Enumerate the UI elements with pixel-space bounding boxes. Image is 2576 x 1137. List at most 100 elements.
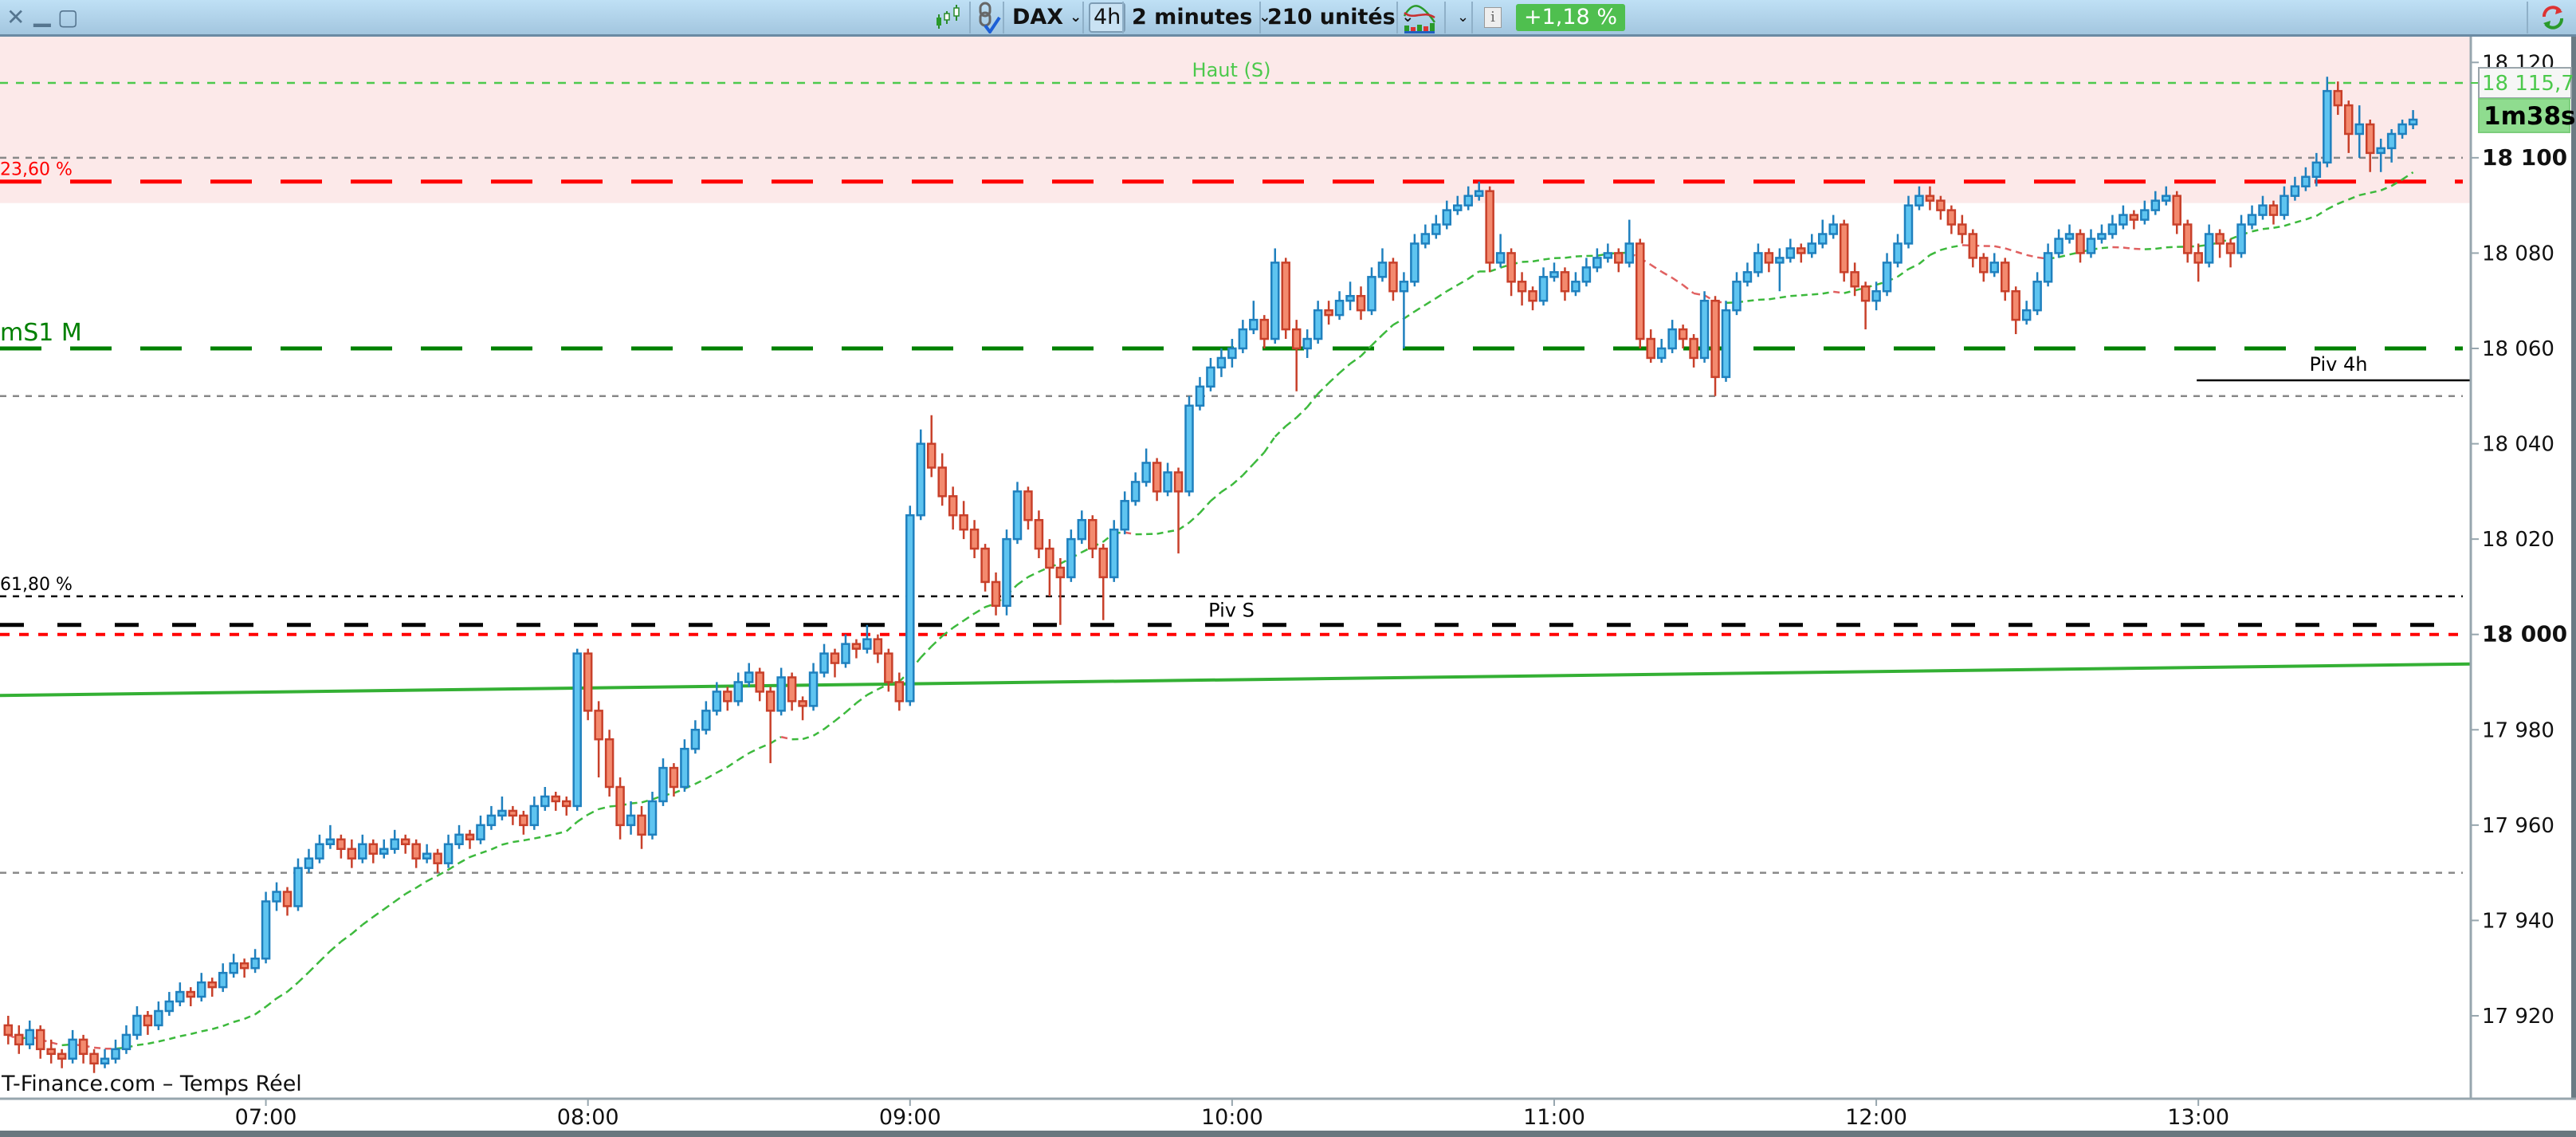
candle xyxy=(1270,248,1280,344)
candle xyxy=(1538,267,1549,306)
candle-body xyxy=(1603,252,1613,259)
candle xyxy=(680,739,689,792)
candle-body xyxy=(1882,262,1892,293)
candle xyxy=(787,672,797,711)
candle xyxy=(293,858,303,911)
candle xyxy=(1195,376,1205,411)
candle xyxy=(2107,214,2118,239)
moving-average-segment xyxy=(823,720,836,730)
refresh-button[interactable] xyxy=(2539,0,2566,34)
candle xyxy=(2258,195,2268,220)
candle-body xyxy=(2021,309,2032,321)
info-button[interactable]: i xyxy=(1484,0,1502,34)
indicators-dropdown[interactable]: ⌄ xyxy=(1451,0,1469,34)
instrument-selector[interactable]: DAX ⌄ xyxy=(1012,0,1082,34)
moving-average-segment xyxy=(1306,393,1319,408)
candle xyxy=(1614,248,1624,273)
period-4h-button[interactable]: 4h xyxy=(1089,0,1126,34)
moving-average-segment xyxy=(308,960,320,974)
candle xyxy=(862,624,872,654)
candle xyxy=(1646,329,1655,363)
candle-body xyxy=(218,971,228,989)
candle-body xyxy=(2150,199,2161,211)
candle-body xyxy=(841,643,850,664)
candle-body xyxy=(78,1038,88,1056)
chart-type-button[interactable] xyxy=(934,0,963,34)
candle-body xyxy=(35,1029,45,1051)
candle xyxy=(1742,262,1753,287)
candle xyxy=(519,810,528,835)
moving-average-segment xyxy=(641,798,653,804)
right-border xyxy=(2571,37,2576,1100)
moving-average-segment xyxy=(319,950,332,962)
candle-body xyxy=(519,814,528,827)
candle-body xyxy=(1453,204,1463,211)
candle-body xyxy=(1377,262,1388,278)
link-chart-button[interactable] xyxy=(974,0,1003,34)
candle-body xyxy=(1012,490,1023,541)
moving-average-segment xyxy=(2390,178,2403,187)
minimize-window-button[interactable]: ▁ xyxy=(33,1,51,27)
moving-average-segment xyxy=(705,771,717,780)
candle xyxy=(282,887,293,916)
candle xyxy=(2064,224,2075,244)
candle xyxy=(916,429,925,521)
candle xyxy=(3,1015,14,1045)
moving-average-segment xyxy=(1274,425,1287,438)
candle xyxy=(1431,214,1441,239)
units-selector[interactable]: 210 unités ⌄ xyxy=(1267,0,1414,34)
moving-average-segment xyxy=(737,752,750,761)
candle xyxy=(1624,219,1635,268)
countdown-label: 1m38s xyxy=(2484,102,2575,131)
candle-body xyxy=(680,747,689,789)
candle xyxy=(1785,238,1796,263)
candle-body xyxy=(1807,242,1817,254)
candle xyxy=(2397,120,2407,139)
moving-average-segment xyxy=(1951,244,1963,249)
moving-average-segment xyxy=(1199,500,1211,514)
candle xyxy=(2182,219,2193,263)
timeframe-selector[interactable]: 2 minutes ⌄ xyxy=(1132,0,1270,34)
candle xyxy=(304,848,314,873)
candle xyxy=(465,829,475,849)
candle xyxy=(1002,529,1011,616)
candle xyxy=(239,958,249,978)
moving-average-segment xyxy=(1038,565,1050,573)
candle-body xyxy=(1227,347,1237,360)
candle xyxy=(207,978,217,997)
level-label-haut-s: Haut (S) xyxy=(1192,59,1271,81)
candle xyxy=(2097,224,2107,244)
candle-body xyxy=(1098,547,1108,579)
candle xyxy=(1088,515,1098,559)
moving-average-segment xyxy=(2112,246,2123,249)
candle-body xyxy=(1474,190,1484,197)
moving-average-segment xyxy=(501,840,513,846)
candle xyxy=(819,643,829,678)
candle-body xyxy=(132,1014,142,1037)
moving-average-segment xyxy=(1167,529,1179,533)
candle-body xyxy=(390,838,399,850)
candle-body xyxy=(690,729,701,750)
candle-body xyxy=(2000,262,2010,293)
moving-average-segment xyxy=(190,1030,202,1036)
candle-body xyxy=(2247,214,2257,226)
candle xyxy=(959,501,968,540)
candle-body xyxy=(1721,309,1731,379)
price-tick-label: 18 060 xyxy=(2482,337,2554,361)
candle xyxy=(2311,152,2322,187)
close-window-button[interactable]: ✕ xyxy=(6,4,26,30)
candle-body xyxy=(465,833,475,841)
moving-average-segment xyxy=(426,875,438,883)
candle-body xyxy=(905,513,915,702)
moving-average-segment xyxy=(1703,294,1716,303)
moving-average-segment xyxy=(1210,490,1223,502)
candle xyxy=(1549,262,1559,282)
moving-average-segment xyxy=(1263,435,1276,454)
indicators-button[interactable] xyxy=(1403,0,1438,34)
moving-average-segment xyxy=(405,887,417,895)
maximize-window-button[interactable]: ▢ xyxy=(57,4,79,30)
candle xyxy=(1345,281,1355,311)
candle-body xyxy=(637,814,646,836)
bottom-border xyxy=(0,1131,2576,1137)
